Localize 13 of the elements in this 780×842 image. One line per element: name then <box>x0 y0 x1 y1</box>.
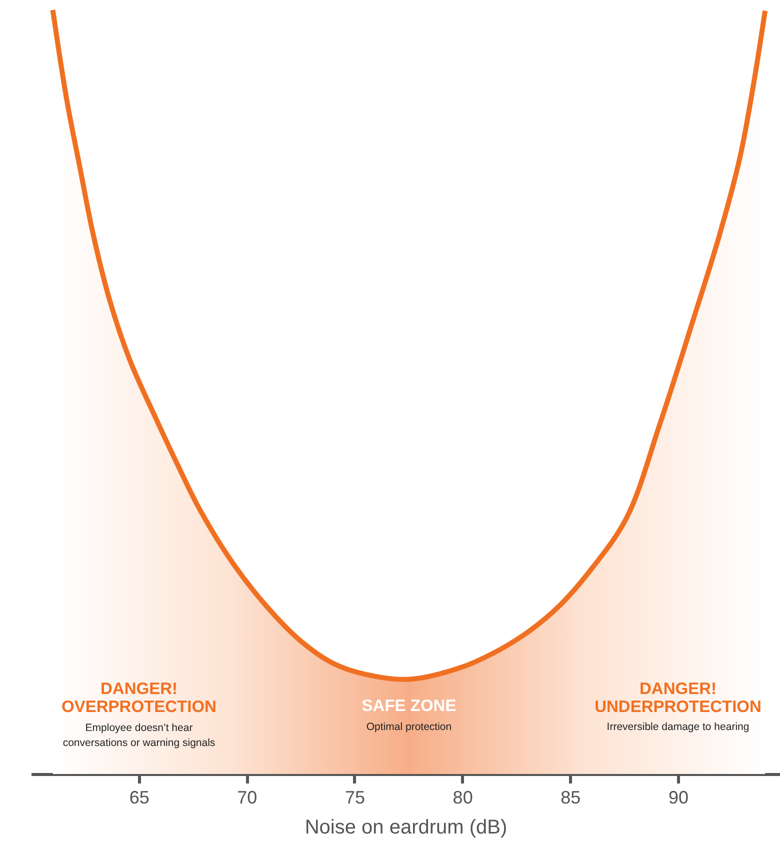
x-tick-label: 90 <box>668 788 689 808</box>
x-tick-label: 65 <box>129 788 150 808</box>
annotation: Optimal protection <box>366 721 452 733</box>
x-axis-title: Noise on eardrum (dB) <box>304 816 508 838</box>
x-tick-label: 80 <box>452 788 473 808</box>
x-tick-label: 85 <box>560 788 581 808</box>
x-tick-label: 70 <box>237 788 258 808</box>
annotation: Employee doesn’t hear conversations or warning signals <box>62 722 216 749</box>
annotation: Irreversible damage to hearing <box>606 721 750 733</box>
annotation: DANGER! OVERPROTECTION <box>62 680 216 716</box>
annotation: SAFE ZONE <box>362 697 456 715</box>
annotation: DANGER! UNDERPROTECTION <box>594 680 762 716</box>
x-tick-label: 75 <box>344 788 366 808</box>
